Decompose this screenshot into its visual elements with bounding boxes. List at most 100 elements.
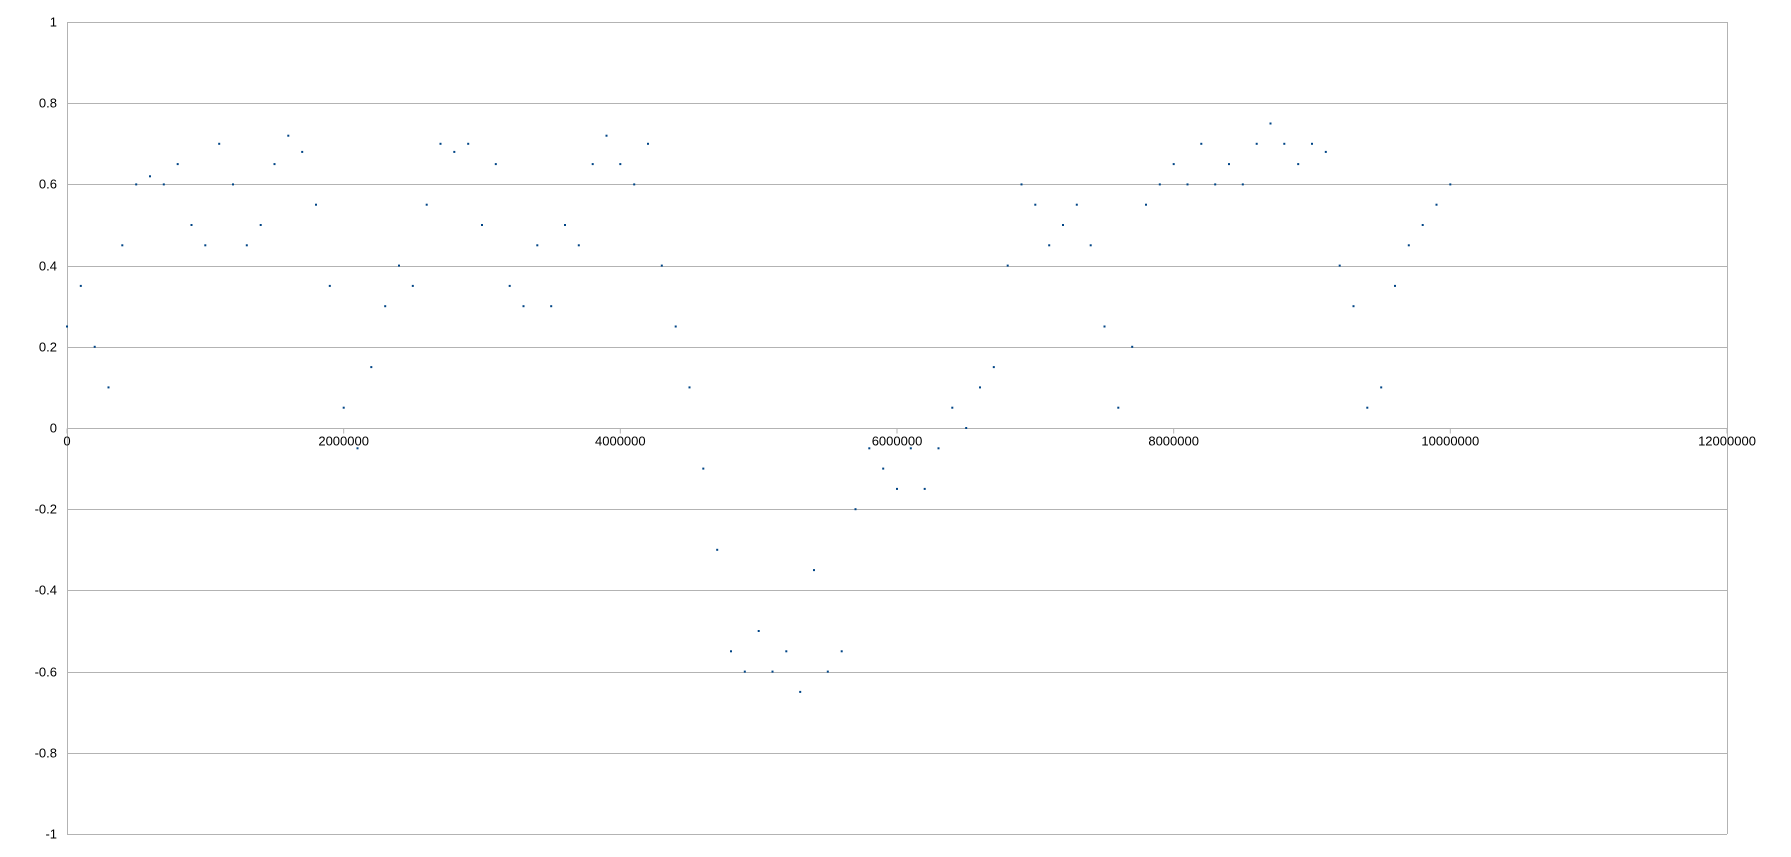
data-point	[1172, 163, 1175, 166]
data-point	[232, 183, 234, 186]
data-point	[245, 244, 248, 247]
data-point	[619, 163, 622, 166]
data-point	[1255, 142, 1258, 145]
data-point	[1269, 122, 1272, 125]
data-point	[1297, 163, 1300, 166]
data-point	[218, 142, 221, 145]
data-point	[743, 670, 746, 673]
data-point	[702, 467, 705, 470]
data-point	[1034, 203, 1037, 206]
data-point	[149, 175, 151, 178]
data-point	[979, 386, 981, 389]
data-point	[398, 264, 400, 267]
data-point	[301, 150, 304, 153]
x-tick-label: 12000000	[1698, 434, 1756, 449]
data-point	[370, 366, 373, 369]
y-tick-label: -0.2	[35, 502, 57, 517]
data-point	[1117, 406, 1120, 409]
data-point	[384, 305, 387, 308]
data-point	[854, 508, 857, 511]
data-point	[1311, 142, 1313, 145]
data-point	[1062, 224, 1064, 226]
data-point	[1145, 203, 1147, 206]
data-point	[66, 325, 68, 328]
data-point	[1324, 150, 1327, 153]
data-point	[633, 183, 636, 186]
data-point	[121, 244, 124, 247]
data-point	[591, 163, 594, 166]
data-point	[785, 650, 788, 653]
data-point	[259, 224, 262, 226]
data-point	[909, 447, 912, 450]
data-point	[1075, 203, 1078, 206]
data-point	[1103, 325, 1106, 328]
data-point	[882, 467, 885, 470]
data-point	[467, 142, 470, 145]
data-point	[135, 183, 138, 186]
data-point	[273, 163, 276, 166]
data-point	[1352, 305, 1355, 308]
data-point	[1200, 142, 1203, 145]
data-point	[287, 134, 290, 137]
data-point	[190, 224, 193, 226]
data-point	[481, 224, 483, 226]
data-point	[1228, 163, 1230, 166]
x-tick-label: 0	[63, 434, 70, 449]
data-point	[1089, 244, 1092, 247]
data-point	[536, 244, 539, 247]
data-point	[1394, 284, 1396, 287]
data-point	[411, 284, 414, 287]
y-tick-label: 0.4	[39, 259, 57, 274]
data-point	[1366, 406, 1369, 409]
data-point	[1214, 183, 1217, 186]
data-point	[315, 203, 317, 206]
data-point	[647, 142, 649, 145]
data-point	[1283, 142, 1286, 145]
data-point	[660, 264, 663, 267]
y-tick-label: -1	[45, 827, 57, 842]
data-point	[564, 224, 566, 226]
data-points	[66, 122, 1452, 693]
data-point	[79, 284, 82, 287]
data-point	[1158, 183, 1161, 186]
data-point	[577, 244, 580, 247]
y-tick-label: 0	[50, 421, 57, 436]
data-point	[1186, 183, 1189, 186]
data-point	[674, 325, 677, 328]
x-axis-tick-labels: 0 2000000 4000000 6000000 8000000 10000000 120…	[63, 434, 1756, 449]
data-point	[923, 487, 926, 490]
data-point	[1421, 224, 1424, 226]
data-point	[107, 386, 110, 389]
data-point	[1407, 244, 1410, 247]
data-point	[1006, 264, 1009, 267]
data-point	[508, 284, 511, 287]
data-point	[439, 142, 442, 145]
y-tick-label: 0.2	[39, 340, 57, 355]
data-point	[992, 366, 995, 369]
data-point	[937, 447, 940, 450]
data-point	[204, 244, 207, 247]
data-point	[840, 650, 843, 653]
y-tick-label: -0.6	[35, 665, 57, 680]
data-point	[356, 447, 359, 450]
data-point	[868, 447, 871, 450]
x-tick-label: 6000000	[872, 434, 923, 449]
data-point	[1449, 183, 1452, 186]
y-axis-tick-labels: -1 -0.8 -0.6 -0.4 -0.2 0 0.2 0.4 0.6 0.8 1	[35, 15, 57, 842]
data-point	[688, 386, 691, 389]
data-point	[1338, 264, 1341, 267]
x-tick-label: 2000000	[318, 434, 369, 449]
data-point	[176, 163, 179, 166]
data-point	[1020, 183, 1023, 186]
data-point	[453, 150, 456, 153]
data-point	[425, 203, 428, 206]
data-point	[965, 427, 968, 429]
data-point	[605, 134, 608, 137]
data-point	[799, 690, 802, 693]
x-tick-label: 8000000	[1148, 434, 1199, 449]
data-point	[771, 670, 774, 673]
x-tick-label: 4000000	[595, 434, 646, 449]
data-point	[342, 406, 345, 409]
data-point	[716, 548, 719, 551]
y-tick-label: 0.8	[39, 96, 57, 111]
